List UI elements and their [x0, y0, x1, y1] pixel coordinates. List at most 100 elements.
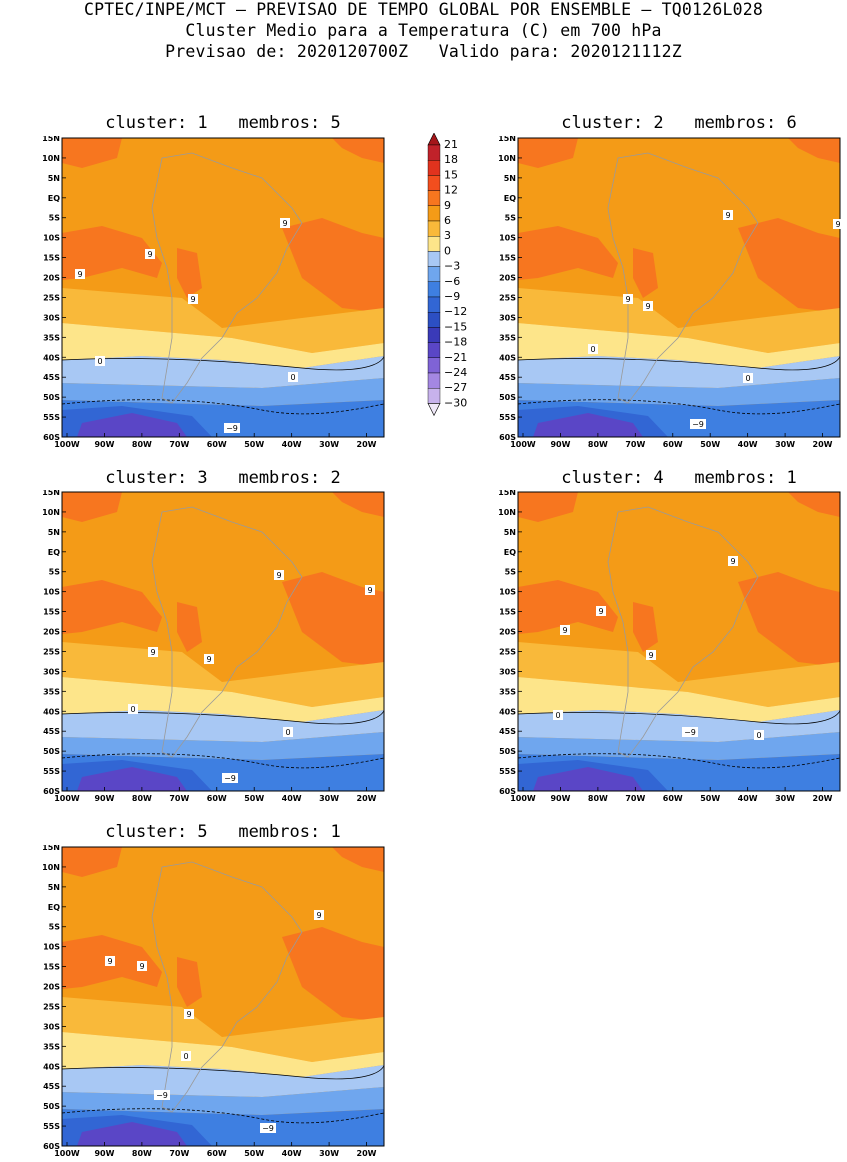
- lat-label: 20S: [499, 274, 516, 283]
- lon-label: 90W: [550, 440, 570, 449]
- panel-title-4: cluster: 4 membros: 1: [561, 468, 797, 488]
- contour-label-bg: [148, 647, 158, 657]
- warm-region: [518, 580, 618, 634]
- warm-region: [738, 572, 840, 667]
- temp-band-3to6: [62, 997, 384, 1062]
- contour-label-bg: [188, 294, 198, 304]
- lat-label: 45S: [43, 727, 60, 736]
- coastline: [151, 152, 303, 404]
- colorbar-segment: [427, 296, 441, 313]
- lat-label: 5S: [505, 568, 517, 577]
- contour-label-bg: [184, 1009, 194, 1019]
- warm-region: [282, 218, 384, 313]
- colorbar-segment: [427, 342, 441, 359]
- contour-label: 0: [290, 373, 295, 382]
- lon-label: 50W: [244, 440, 264, 449]
- temp-band-3to6: [62, 642, 384, 707]
- lon-label: 20W: [357, 1149, 377, 1158]
- lon-label: 70W: [169, 1149, 189, 1158]
- lat-label: 5N: [48, 883, 60, 892]
- map-panel-2: 15N 10N 5N EQ 5S 10S 15S 20S 25S 30S 35S 40S 45S 50S 5…: [498, 136, 843, 449]
- contour-0: [61, 355, 385, 371]
- panel-title-3: cluster: 3 membros: 2: [105, 468, 341, 488]
- lat-label: 35S: [43, 687, 60, 696]
- warm-region: [633, 602, 658, 652]
- lat-label: 40S: [43, 353, 60, 362]
- warm-region: [332, 138, 384, 163]
- lat-label: EQ: [48, 903, 60, 912]
- lat-label: 60S: [499, 433, 516, 442]
- warm-region: [332, 847, 384, 872]
- colorbar-label: −30: [444, 396, 467, 409]
- lon-label: 50W: [244, 1149, 264, 1158]
- lat-label: 10S: [43, 234, 60, 243]
- map-frame: [61, 846, 385, 1147]
- lat-label: 55S: [43, 413, 60, 422]
- lat-label: 10S: [43, 943, 60, 952]
- colorbar-segment: [427, 205, 441, 222]
- contour-label-bg: [754, 730, 764, 740]
- colorbar-label: −12: [444, 305, 467, 318]
- map-frame: [61, 491, 385, 792]
- warm-region: [518, 492, 578, 522]
- warm-region: [788, 138, 840, 163]
- temp-band-neg6toneg3: [518, 378, 840, 406]
- lon-label: 70W: [169, 440, 189, 449]
- contour-label: −9: [226, 424, 238, 433]
- contour-0: [517, 709, 841, 725]
- contour-0: [61, 709, 385, 725]
- colorbar-segment: [427, 175, 441, 191]
- lat-label: 50S: [43, 393, 60, 402]
- contour-label: −9: [262, 1124, 274, 1133]
- contour-label-bg: [596, 606, 606, 616]
- contour-label-bg: [145, 249, 155, 259]
- colorbar-label: −18: [444, 336, 467, 349]
- lat-label: 50S: [43, 747, 60, 756]
- lat-label: 40S: [43, 1062, 60, 1071]
- map-panel-1: 15N 10N 5N EQ 5S 10S 15S 20S 25S 30S 35S 40S 45S 50S 5…: [42, 136, 385, 449]
- contour-label-bg: [365, 585, 375, 595]
- warm-region: [177, 957, 202, 1007]
- lon-label: 40W: [282, 440, 302, 449]
- colorbar-label: −9: [444, 290, 460, 303]
- lat-label: 10N: [498, 154, 516, 163]
- contour-label-bg: [274, 570, 284, 580]
- lat-label: 15N: [42, 490, 60, 497]
- lat-label: 30S: [499, 667, 516, 676]
- lat-label: 40S: [499, 707, 516, 716]
- warm-region: [788, 492, 840, 517]
- contour-label: 0: [130, 705, 135, 714]
- lat-label: 25S: [499, 647, 516, 656]
- temp-band-neg6toneg3: [62, 732, 384, 760]
- contour-label: 0: [285, 728, 290, 737]
- lat-label: 55S: [499, 767, 516, 776]
- temp-band-3to6: [518, 642, 840, 707]
- colorbar-top-arrow: [427, 133, 441, 146]
- colorbar-label: 21: [444, 138, 458, 151]
- warm-region: [62, 226, 162, 280]
- lon-label: 60W: [663, 794, 683, 803]
- colorbar-label: 0: [444, 244, 451, 257]
- colorbar-label: 9: [444, 199, 451, 212]
- warm-region: [332, 492, 384, 517]
- contour-label-bg: [643, 301, 653, 311]
- contour-label-bg: [288, 372, 298, 382]
- lon-label: 100W: [510, 794, 536, 803]
- colorbar-label: −15: [444, 320, 467, 333]
- contour-label-bg: [682, 727, 698, 737]
- temp-band-neg3to0: [62, 356, 384, 388]
- colorbar-segment: [427, 281, 441, 298]
- contour-label-bg: [75, 269, 85, 279]
- temp-band-neg6toneg3: [62, 378, 384, 406]
- contour-0: [517, 355, 841, 371]
- colorbar-label: −6: [444, 275, 460, 288]
- lat-label: 45S: [499, 727, 516, 736]
- temp-band-0to3: [518, 323, 840, 368]
- lon-label: 30W: [319, 1149, 339, 1158]
- contour-label: −9: [224, 774, 236, 783]
- contour-label: −9: [692, 420, 704, 429]
- lat-label: 15S: [499, 254, 516, 263]
- contour-label: 9: [206, 655, 211, 664]
- lat-label: 25S: [43, 1002, 60, 1011]
- temp-band-neg21: [533, 767, 643, 791]
